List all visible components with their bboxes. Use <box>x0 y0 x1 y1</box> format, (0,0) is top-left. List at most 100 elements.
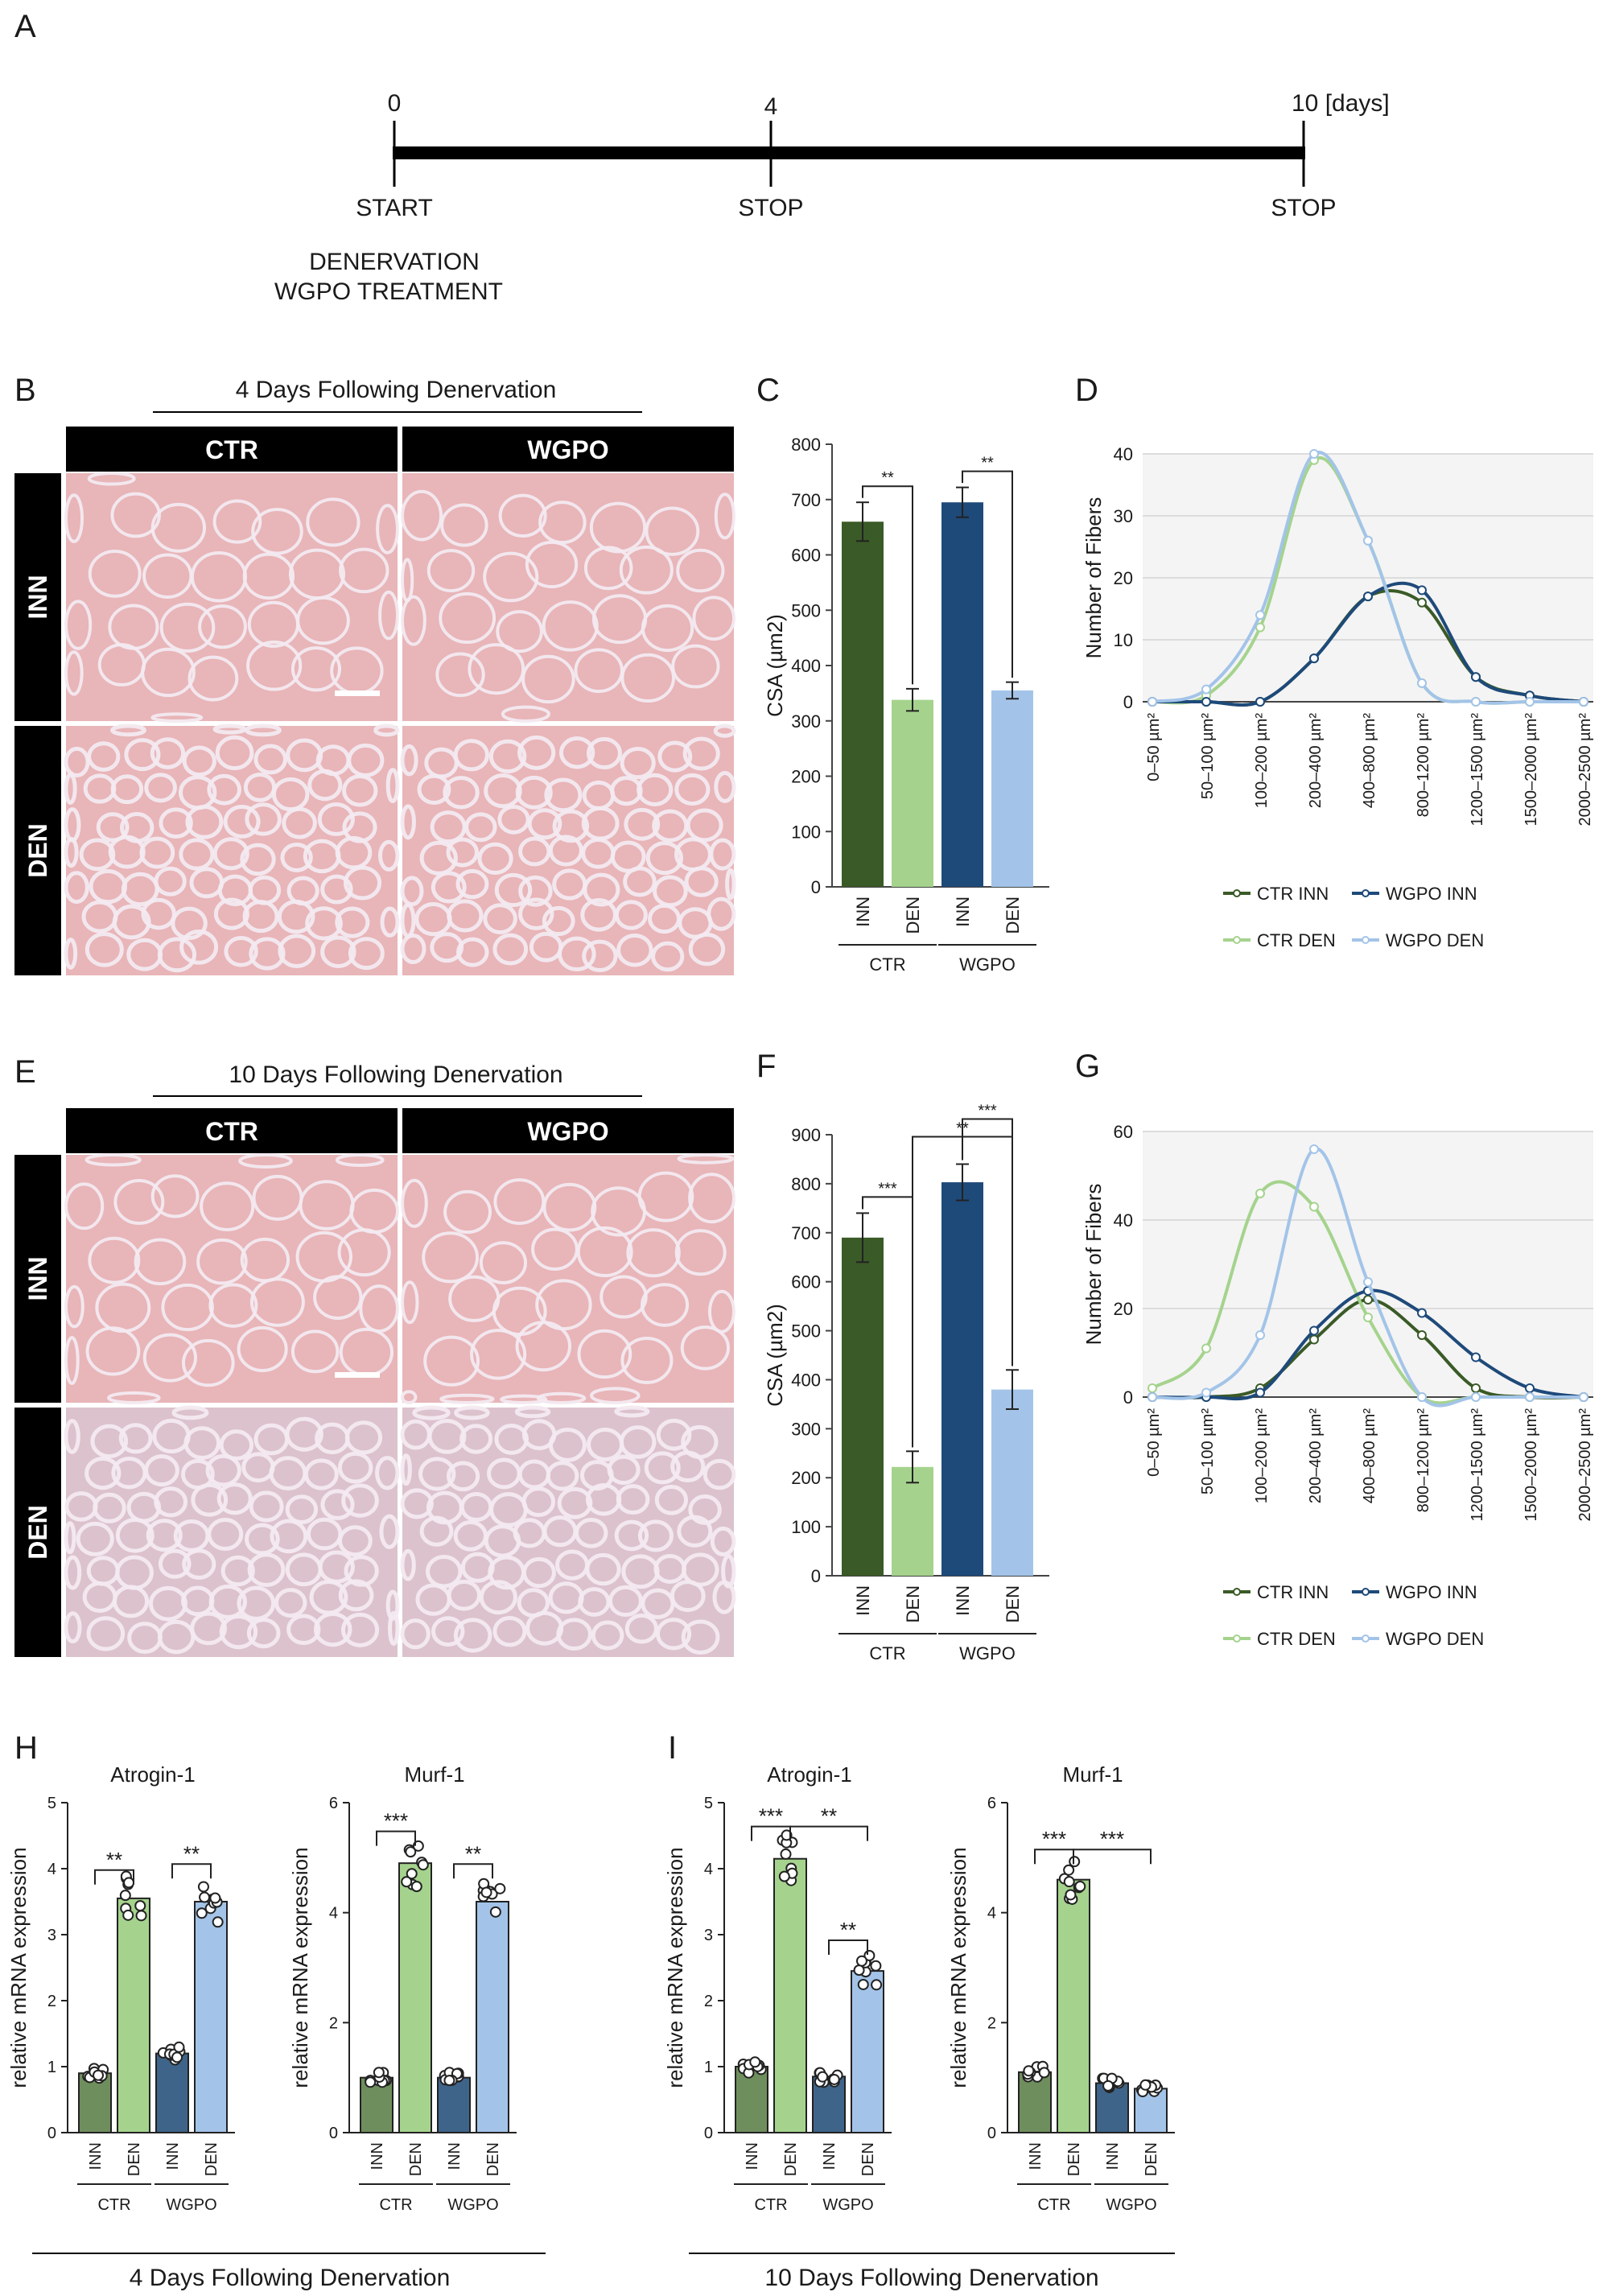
y-tick-label: 20 <box>1114 568 1133 588</box>
x-tick-label: INN <box>87 2142 105 2170</box>
muscle-fiber <box>215 735 254 771</box>
data-point <box>480 1886 492 1898</box>
muscle-fiber <box>623 866 657 897</box>
muscle-fiber <box>290 646 341 692</box>
y-tick-label: 2 <box>987 2014 996 2032</box>
muscle-fiber <box>213 897 249 930</box>
muscle-fiber <box>644 1451 681 1485</box>
muscle-fiber <box>64 1182 105 1230</box>
x-tick-label: 0–50 µm² <box>1145 713 1163 781</box>
bar-ctr-inn <box>842 521 884 887</box>
y-tick-label: 40 <box>1114 444 1133 464</box>
series-point <box>1201 1343 1211 1354</box>
muscle-fiber <box>454 1405 490 1420</box>
muscle-fiber <box>468 643 525 695</box>
series-point <box>1525 1383 1535 1393</box>
muscle-fiber <box>237 1585 276 1621</box>
muscle-fiber <box>417 773 451 805</box>
muscle-fiber <box>637 773 674 806</box>
muscle-fiber <box>340 1612 380 1647</box>
panel-label-a: A <box>14 9 36 44</box>
y-tick-label: 0 <box>1123 1387 1133 1408</box>
data-point <box>443 2075 455 2087</box>
data-point <box>123 1877 135 1889</box>
muscle-fiber <box>64 600 93 650</box>
x-tick-label: 1500–2000 µm² <box>1522 713 1540 826</box>
significance-label: ** <box>106 1848 122 1872</box>
plot-area <box>1143 1132 1593 1397</box>
muscle-fiber <box>249 1490 284 1523</box>
legend-marker <box>1233 1634 1241 1643</box>
y-tick-label: 800 <box>791 435 821 455</box>
panel-label-b: B <box>14 373 36 408</box>
muscle-fiber <box>207 773 241 806</box>
series-line-wgpo-den <box>1152 451 1584 705</box>
x-tick-label: 100–200 µm² <box>1253 713 1271 809</box>
y-tick-label: 20 <box>1114 1299 1133 1319</box>
series-point <box>1471 1383 1481 1393</box>
muscle-fiber <box>88 1236 141 1284</box>
x-tick-label: DEN <box>1143 2142 1160 2176</box>
significance-label: *** <box>1042 1827 1066 1851</box>
muscle-fiber <box>306 497 361 547</box>
series-point <box>1471 1352 1481 1362</box>
muscle-fiber <box>725 868 736 901</box>
muscle-fiber <box>86 1616 126 1651</box>
y-tick-label: 400 <box>791 1370 821 1390</box>
muscle-fiber <box>674 773 711 806</box>
muscle-fiber <box>500 1394 548 1404</box>
series-point <box>1309 1334 1319 1345</box>
data-point <box>1102 2080 1115 2092</box>
muscle-fiber <box>335 1153 385 1168</box>
y-tick-label: 6 <box>329 1795 338 1812</box>
significance-bracket <box>828 1939 868 1956</box>
y-tick-label: 5 <box>704 1795 713 1812</box>
significance-label: *** <box>759 1804 783 1828</box>
muscle-fiber <box>443 1189 492 1235</box>
muscle-fiber <box>707 897 736 931</box>
muscle-fiber <box>93 1492 126 1523</box>
muscle-fiber <box>670 1450 706 1483</box>
muscle-fiber <box>144 773 177 803</box>
muscle-fiber <box>244 723 282 737</box>
data-point <box>93 2069 105 2081</box>
legend-marker <box>1362 1588 1370 1596</box>
muscle-fiber <box>154 1486 188 1518</box>
muscle-fiber <box>514 1405 551 1419</box>
muscle-fiber <box>400 744 418 777</box>
muscle-fiber <box>286 1614 321 1646</box>
legend-marker <box>1233 936 1241 944</box>
x-tick-label: DEN <box>1003 897 1023 934</box>
muscle-fiber <box>447 899 484 933</box>
muscle-fiber <box>676 548 725 593</box>
y-tick-label: 100 <box>791 1517 821 1537</box>
muscle-fiber <box>373 723 400 737</box>
y-tick-label: 400 <box>791 656 821 676</box>
series-point <box>1255 1387 1265 1398</box>
muscle-fiber <box>459 1424 493 1454</box>
histology-inn-wgpo <box>401 473 736 723</box>
legend-marker <box>1362 889 1370 897</box>
panel-b-title: 4 Days Following Denervation <box>236 377 557 403</box>
muscle-fiber <box>270 1519 308 1554</box>
muscle-fiber <box>64 1521 76 1555</box>
muscle-fiber <box>238 1153 293 1169</box>
muscle-fiber <box>479 1580 517 1615</box>
muscle-fiber <box>246 1618 281 1649</box>
x-tick-label: 100–200 µm² <box>1253 1408 1271 1504</box>
muscle-fiber <box>527 808 562 840</box>
muscle-fiber <box>237 1325 288 1373</box>
group-label-ctr: CTR <box>869 954 905 975</box>
x-tick-label: 1500–2000 µm² <box>1522 1408 1540 1522</box>
muscle-fiber <box>247 1552 286 1587</box>
muscle-fiber <box>277 899 315 934</box>
muscle-fiber <box>150 712 204 723</box>
series-point <box>1255 697 1265 707</box>
muscle-fiber <box>335 835 373 870</box>
muscle-fiber <box>443 776 480 810</box>
group-label-ctr: CTR <box>869 1643 905 1663</box>
muscle-fiber <box>546 1461 579 1491</box>
muscle-fiber <box>714 493 735 540</box>
muscle-fiber <box>585 1552 621 1586</box>
